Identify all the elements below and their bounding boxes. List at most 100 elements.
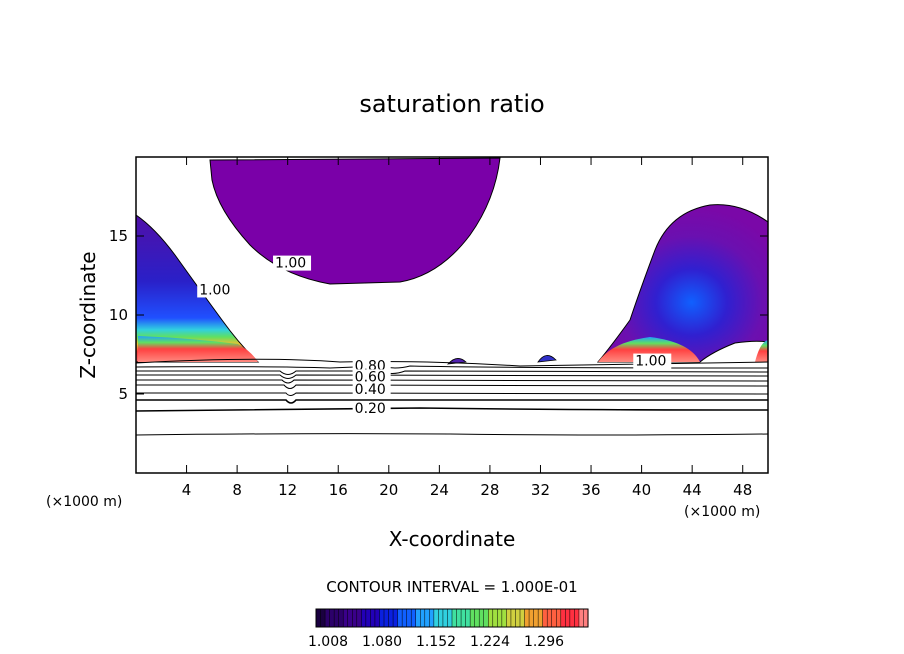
colorbar-cell — [325, 609, 331, 627]
colorbar-cell — [456, 609, 462, 627]
colorbar-cell — [447, 609, 453, 627]
x-axis-label: X-coordinate — [389, 527, 516, 551]
colorbar-cell — [379, 609, 385, 627]
colorbar-cell — [343, 609, 349, 627]
colorbar-cell — [374, 609, 381, 627]
colorbar-cell — [365, 609, 371, 627]
right-base-band — [598, 337, 700, 362]
colorbar-cell — [483, 609, 489, 627]
x-tick-label: 4 — [182, 481, 192, 499]
y-tick-label: 5 — [118, 385, 128, 403]
contour-line — [136, 433, 768, 436]
y-axis-label: Z-coordinate — [76, 251, 100, 378]
upper-purple-region — [209, 157, 501, 285]
contour-label: 1.00 — [635, 354, 666, 370]
colorbar-cell — [497, 609, 503, 627]
colorbar-cell — [569, 609, 575, 627]
colorbar-tick-label: 1.224 — [470, 634, 510, 650]
colorbar-cell — [560, 609, 566, 627]
colorbar-cell — [442, 609, 449, 627]
colorbar-cell — [479, 609, 485, 627]
colorbar-cell — [429, 609, 435, 627]
colorbar-cell — [501, 609, 507, 627]
colorbar-cell — [578, 609, 585, 627]
colorbar-cell — [461, 609, 467, 627]
colorbar-cell — [474, 609, 480, 627]
x-tick-label: 28 — [480, 481, 499, 499]
contour-line — [136, 365, 768, 369]
colorbar-tick-label: 1.080 — [362, 634, 402, 650]
colorbar-cell — [547, 609, 553, 627]
colorbar-cell — [411, 609, 417, 627]
y-tick-label: 15 — [109, 227, 128, 245]
colorbar-cell — [452, 609, 458, 627]
colorbar-cell — [574, 609, 580, 627]
small-patch-32km — [537, 355, 557, 363]
x-tick-label: 32 — [531, 481, 550, 499]
contour-label-bg — [352, 369, 391, 385]
contour-label: 0.20 — [355, 401, 386, 417]
colorbar-cell — [352, 609, 358, 627]
contour-lines — [136, 358, 768, 436]
colorbar-cell — [529, 609, 535, 627]
colorbar-tick-label: 1.296 — [524, 634, 564, 650]
colorbar-cell — [556, 609, 562, 627]
colorbar-cell — [551, 609, 557, 627]
colorbar-cell — [565, 609, 571, 627]
x-tick-label: 44 — [683, 481, 702, 499]
x-tick-label: 24 — [430, 481, 449, 499]
colorbar-cell — [538, 609, 544, 627]
colorbar-cell — [329, 609, 335, 627]
x-tick-label: 40 — [632, 481, 651, 499]
colorbar-cell — [438, 609, 444, 627]
colorbar-cell — [384, 609, 390, 627]
x-tick-label: 20 — [379, 481, 398, 499]
contour-label-bg — [352, 382, 391, 397]
colorbar-cell — [347, 609, 353, 627]
colorbar-cell — [470, 609, 476, 627]
contour-label: 1.00 — [275, 256, 306, 272]
contour-interval-note: CONTOUR INTERVAL = 1.000E-01 — [326, 578, 577, 596]
colorbar-cell — [356, 609, 362, 627]
colorbar-cell — [320, 609, 326, 627]
colorbar-cell — [316, 609, 322, 627]
chart-title: saturation ratio — [359, 90, 544, 118]
right-edge-patch — [755, 340, 768, 362]
colorbar-cell — [542, 609, 548, 627]
colorbar-cell — [361, 609, 367, 627]
colorbar-cell — [583, 609, 589, 627]
x-tick-label: 16 — [329, 481, 348, 499]
colorbar — [316, 609, 589, 627]
right-colored-region — [596, 204, 768, 363]
colorbar-cell — [533, 609, 539, 627]
contour-label-bg — [197, 282, 236, 298]
x-axis-ticks: 4 8 12 16 20 24 28 32 36 40 44 48 — [182, 157, 752, 499]
colorbar-cell — [424, 609, 430, 627]
contour-line — [136, 370, 768, 375]
colorbar-cell — [406, 609, 412, 627]
x-tick-label: 48 — [733, 481, 752, 499]
colorbar-tick-label: 1.008 — [308, 634, 348, 650]
contour-label: 1.00 — [199, 282, 230, 298]
x-tick-label: 8 — [232, 481, 242, 499]
left-base-band — [138, 336, 258, 362]
colorbar-cell — [415, 609, 421, 627]
colorbar-cell — [402, 609, 408, 627]
colorbar-cell — [510, 609, 517, 627]
colorbar-cell — [520, 609, 526, 627]
contour-label: 0.40 — [355, 382, 386, 398]
contour-line — [136, 392, 768, 396]
colorbar-cell — [397, 609, 403, 627]
colorbar-cell — [393, 609, 399, 627]
colorbar-cell — [433, 609, 439, 627]
colorbar-cell — [506, 609, 512, 627]
contour-label: 0.60 — [355, 369, 386, 385]
colorbar-cell — [420, 609, 426, 627]
colorbar-cell — [338, 609, 344, 627]
colorbar-frame — [315, 608, 589, 628]
x-tick-label: 12 — [278, 481, 297, 499]
x-unit-left: (×1000 m) — [46, 494, 122, 510]
colorbar-cell — [334, 609, 340, 627]
y-axis-ticks: 5 10 15 — [109, 227, 768, 403]
